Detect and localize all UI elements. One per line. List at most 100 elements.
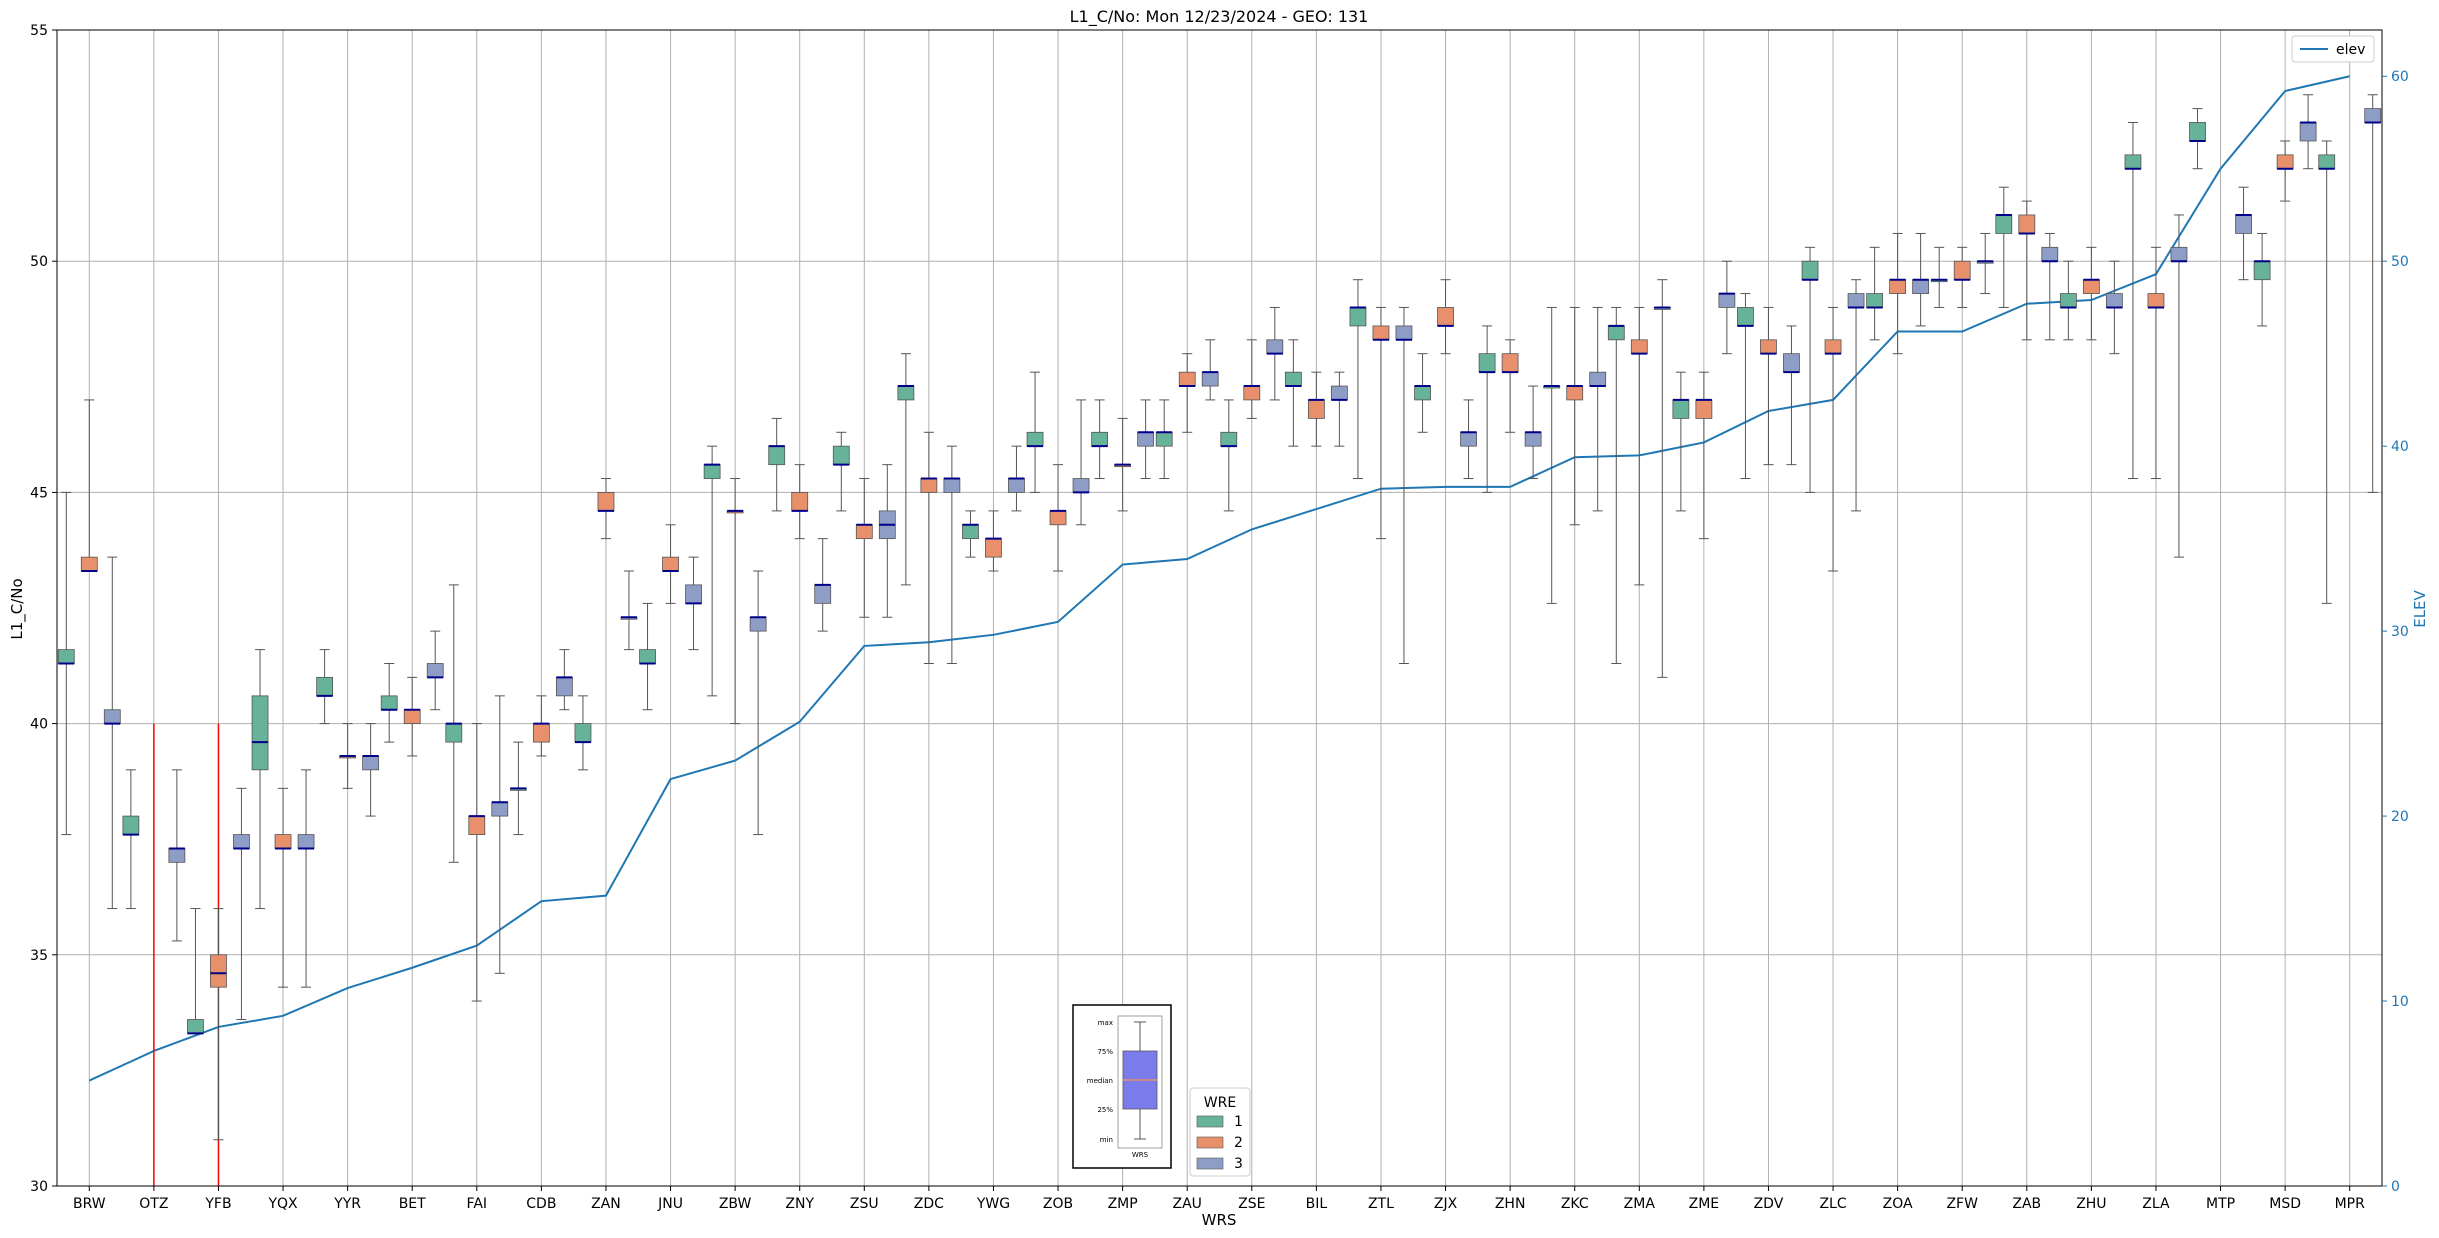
box-wre-1: [574, 695, 592, 771]
box-wre-1: [187, 908, 204, 1035]
x-tick-label: ZOB: [1043, 1196, 1073, 1212]
box-wre-3: [685, 556, 702, 651]
box-wre-2: [1178, 353, 1196, 433]
box-body: [2041, 246, 2059, 262]
y-tick-label: 50: [30, 254, 48, 270]
y-axis-label: L1_C/No: [8, 578, 27, 639]
box-wre-2: [2082, 246, 2100, 341]
box-wre-2: [2147, 246, 2165, 480]
x-tick-label: ZFW: [1946, 1196, 1978, 1212]
box-wre-3: [878, 464, 896, 618]
box-body: [491, 801, 509, 817]
x-tick-label: ZNY: [785, 1196, 814, 1212]
box-body: [2105, 293, 2123, 308]
key-label: 25%: [1097, 1106, 1113, 1114]
x-tick-label: ZAB: [2012, 1196, 2041, 1212]
box-wre-3: [103, 556, 121, 910]
box-wre-2: [1049, 464, 1067, 572]
box-body: [2276, 154, 2294, 170]
box-body: [574, 723, 592, 743]
legend-wre: WRE 1 2 3: [1189, 1087, 1251, 1177]
box-wre-3: [1524, 385, 1542, 480]
box-body: [832, 445, 850, 466]
box-wre-2: [1114, 417, 1132, 512]
box-wre-1: [1737, 293, 1754, 480]
box-body: [168, 848, 186, 863]
box-body: [1995, 214, 2013, 234]
plot-frame: [56, 29, 2383, 1187]
box-wre-1: [897, 353, 915, 586]
box-wre-1: [2124, 121, 2142, 480]
box-body: [103, 709, 121, 725]
box-wre-2: [1566, 306, 1584, 526]
box-body: [2170, 246, 2188, 262]
axes: BRW OTZ YFB YQX YYR BET FAI CDB ZAN JNU ZBW ZNY ZSU Z…: [30, 23, 2409, 1212]
box-wre-3: [1912, 232, 1930, 327]
x-tick-label: BIL: [1306, 1196, 1328, 1212]
box-body: [2299, 122, 2317, 142]
box-body: [2018, 214, 2036, 234]
box-body: [1589, 371, 1607, 387]
box-body: [210, 954, 227, 988]
box-body: [985, 538, 1002, 558]
box-body: [2124, 154, 2142, 170]
box-body: [897, 385, 915, 401]
legend-wre-label-2: 2: [1234, 1135, 1243, 1151]
x-tick-label: MSD: [2269, 1196, 2301, 1212]
box-wre-3: [2235, 186, 2252, 281]
y-tick-label: 30: [30, 1179, 48, 1195]
box-body: [2059, 293, 2077, 308]
box-wre-2: [339, 723, 357, 789]
box-wre-2: [468, 723, 486, 1002]
legend-wre-label-1: 1: [1234, 1114, 1243, 1130]
box-body: [962, 524, 979, 540]
box-wre-1: [1672, 371, 1690, 512]
box-wre-2: [726, 478, 744, 725]
y-tick-label: 40: [30, 717, 48, 733]
box-wre-1: [380, 662, 398, 743]
box-body: [187, 1019, 204, 1034]
x-axis-label: WRS: [1202, 1211, 1237, 1229]
box-wre-3: [1008, 445, 1025, 512]
box-wre-1: [703, 445, 721, 697]
legend-frame: [2291, 35, 2375, 63]
elev-line: [88, 75, 2350, 1082]
box-wre-2: [1630, 306, 1648, 586]
box-body: [297, 834, 315, 849]
box-body: [1091, 431, 1109, 447]
box-wre-2: [532, 695, 550, 757]
box-wre-3: [2041, 232, 2059, 341]
box-wre-2: [1372, 306, 1390, 540]
box-wre-1: [1478, 325, 1496, 493]
box-wre-3: [2364, 94, 2382, 493]
box-body: [1178, 371, 1196, 387]
box-wre-2: [855, 478, 873, 618]
box-body: [1478, 353, 1496, 373]
box-body: [1372, 325, 1390, 341]
box-wre-3: [168, 769, 186, 942]
y-tick-label: 55: [30, 23, 48, 39]
x-tick-label: ZTL: [1368, 1196, 1394, 1212]
box-body: [1524, 431, 1542, 447]
x-tick-label: ZJX: [1434, 1196, 1458, 1212]
box-body: [1395, 325, 1413, 341]
y2-tick-label: 20: [2391, 809, 2409, 825]
box-wre-3: [1395, 306, 1413, 664]
box-wre-1: [1866, 246, 1884, 341]
box-wre-3: [362, 723, 380, 817]
x-tick-label: ZOA: [1883, 1196, 1913, 1212]
box-wre-2: [274, 787, 292, 988]
legend-wre-swatch-3: [1196, 1157, 1224, 1170]
box-body: [1824, 339, 1842, 355]
box-wre-3: [1589, 306, 1607, 512]
box-body: [362, 755, 380, 771]
box-wre-1: [57, 491, 75, 836]
box-body: [57, 649, 75, 664]
x-tick-label: YFB: [204, 1196, 231, 1212]
box-body: [703, 464, 721, 479]
box-wre-1: [251, 649, 269, 910]
y2-tick-label: 50: [2391, 254, 2409, 270]
box-wre-1: [768, 417, 786, 512]
box-wre-3: [555, 649, 573, 711]
chart-title: L1_C/No: Mon 12/23/2024 - GEO: 131: [1070, 7, 1369, 27]
